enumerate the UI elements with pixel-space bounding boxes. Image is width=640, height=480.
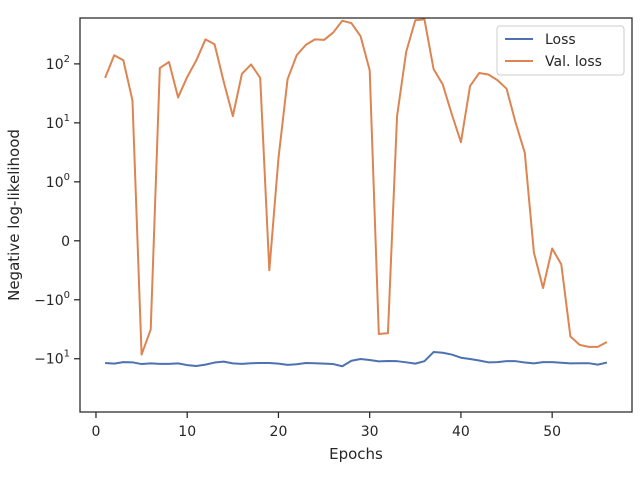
series-layer — [104, 18, 608, 368]
x-axis-ticks: 0 10 20 30 40 50 — [92, 412, 561, 440]
legend: Loss Val. loss — [496, 25, 625, 76]
y-tick-label: 101 — [46, 113, 70, 132]
y-tick-label: −101 — [34, 349, 70, 368]
series-line — [104, 18, 608, 356]
x-tick-label: 10 — [178, 424, 196, 440]
legend-label: Val. loss — [545, 54, 602, 70]
y-axis-label-group: Negative log-likelihood — [5, 129, 23, 301]
y-tick-label: 102 — [46, 54, 70, 73]
x-tick-label: 0 — [92, 424, 101, 440]
series-loss — [105, 351, 608, 368]
x-tick-label: 40 — [452, 424, 470, 440]
y-axis-label: Negative log-likelihood — [5, 129, 23, 301]
legend-label: Loss — [545, 32, 576, 48]
y-tick-label: −100 — [34, 290, 70, 309]
y-tick-label: 100 — [46, 172, 70, 191]
x-axis-label: Epochs — [329, 445, 383, 463]
y-axis-ticks: 102 101 100 0 −100 −101 — [34, 54, 80, 368]
y-tick-label: 0 — [61, 234, 70, 250]
x-tick-label: 30 — [361, 424, 379, 440]
x-tick-label: 50 — [543, 424, 561, 440]
series-line — [105, 351, 608, 368]
series-val-loss — [104, 18, 608, 356]
x-tick-label: 20 — [270, 424, 288, 440]
plot-frame — [79, 17, 633, 413]
